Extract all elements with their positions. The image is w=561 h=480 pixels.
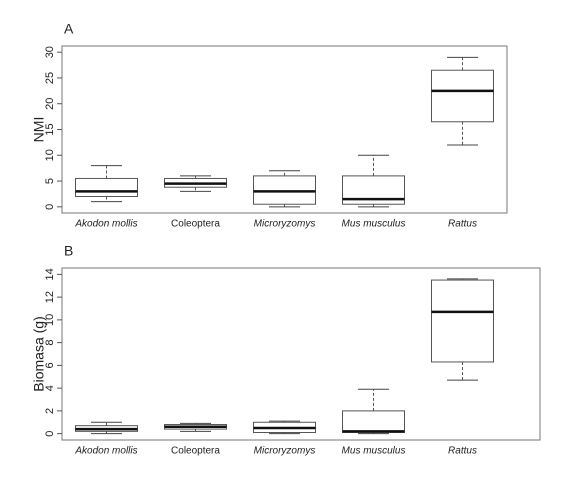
x-tick-label: Mus musculus [342, 446, 406, 457]
y-tick-label: 10 [44, 314, 56, 326]
x-tick-label: Microryzomys [254, 446, 316, 457]
x-tick-label: Rattus [448, 219, 477, 230]
x-tick-label: Akodon mollis [74, 446, 137, 457]
y-tick-label: 6 [44, 362, 56, 368]
box [253, 175, 316, 205]
x-tick-label: Akodon mollis [74, 219, 137, 230]
y-axis-label: Biomasa (g) [31, 316, 47, 391]
box [342, 410, 405, 433]
x-tick-label: Mus musculus [342, 219, 406, 230]
y-tick-label: 15 [44, 123, 56, 135]
y-tick-label: 8 [44, 340, 56, 346]
y-tick-label: 20 [44, 98, 56, 110]
plot-frame [61, 267, 541, 441]
panel-label: A [64, 21, 74, 37]
box [431, 69, 494, 123]
y-tick-label: 12 [44, 291, 56, 303]
y-axis-label: NMI [31, 117, 47, 143]
y-tick-label: 14 [44, 268, 56, 280]
y-tick-label: 5 [44, 178, 56, 184]
y-tick-label: 4 [44, 385, 56, 391]
x-tick-label: Coleoptera [171, 219, 220, 230]
box [75, 177, 138, 198]
y-tick-label: 25 [44, 72, 56, 84]
y-tick-label: 0 [44, 431, 56, 437]
box [431, 279, 494, 363]
y-tick-label: 30 [44, 46, 56, 58]
x-tick-label: Rattus [448, 446, 477, 457]
x-tick-label: Coleoptera [171, 446, 220, 457]
y-tick-label: 0 [44, 204, 56, 210]
panel-label: B [64, 243, 73, 259]
x-tick-label: Microryzomys [254, 219, 316, 230]
y-tick-label: 10 [44, 149, 56, 161]
y-tick-label: 2 [44, 408, 56, 414]
